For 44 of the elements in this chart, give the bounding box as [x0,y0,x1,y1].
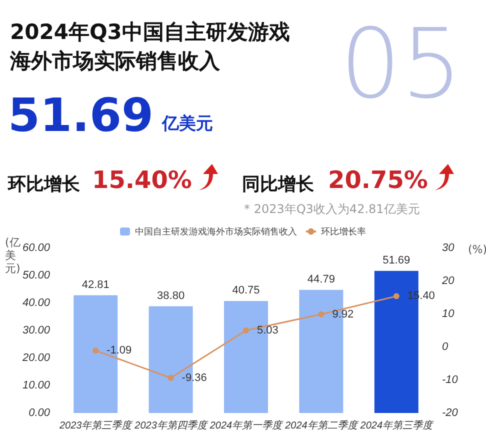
text: 51.69 [8,88,154,142]
text: 环比增长 [8,173,80,196]
data-label: -9.36 [182,372,207,384]
legend-label: 中国自主研发游戏海外市场实际销售收入 [135,226,297,236]
y-tick-label: 0.00 [28,407,51,419]
y-tick-label: 30.00 [22,324,51,336]
y-tick-label: 20.00 [21,352,51,364]
text: * 2023年Q3收入为42.81亿美元 [244,201,420,218]
x-tick-label: 2023年第四季度 [134,420,209,432]
x-tick-label: 2023年第三季度 [58,420,134,432]
point [168,374,174,381]
y2-tick-label: 10 [442,308,456,320]
y-tick-label: 10.00 [22,380,51,392]
text: 15.40% [92,166,192,194]
y2-tick-label: 30 [442,242,456,254]
data-label: -1.09 [106,344,132,357]
y2-tick-label: 20 [441,275,456,287]
legend-label: 环比增长率 [321,226,366,236]
text: 亿美元 [162,113,213,135]
point [393,293,400,300]
text: 05 [340,8,462,120]
text: 同比增长 [242,173,314,196]
data-label: 51.69 [382,254,410,266]
y2-tick-label: -20 [442,407,459,419]
chart-title: 2024年Q3中国自主研发游戏海外市场实际销售收入 [10,19,291,75]
x-tick-label: 2024年第二季度 [284,420,360,432]
y2-axis-title: (%) [468,243,486,256]
point [318,311,324,318]
data-label: 42.81 [82,278,110,291]
data-label: 5.03 [257,324,278,336]
point [92,348,99,354]
x-tick-label: 2024年第一季度 [208,420,284,432]
y-tick-label: 50.00 [22,270,51,282]
text: 20.75% [328,166,428,194]
x-tick-label: 2024年第三季度 [359,420,435,432]
y2-tick-label: -10 [442,374,459,386]
data-label: 38.80 [157,290,185,302]
point [243,327,249,334]
y-tick-label: 40.00 [22,297,51,309]
y-tick-label: 60.00 [22,242,51,254]
y2-tick-label: 0 [442,341,449,353]
data-label: 40.75 [232,284,260,296]
y-axis-title: (亿美元) [5,236,20,275]
data-label: 44.79 [307,273,335,286]
